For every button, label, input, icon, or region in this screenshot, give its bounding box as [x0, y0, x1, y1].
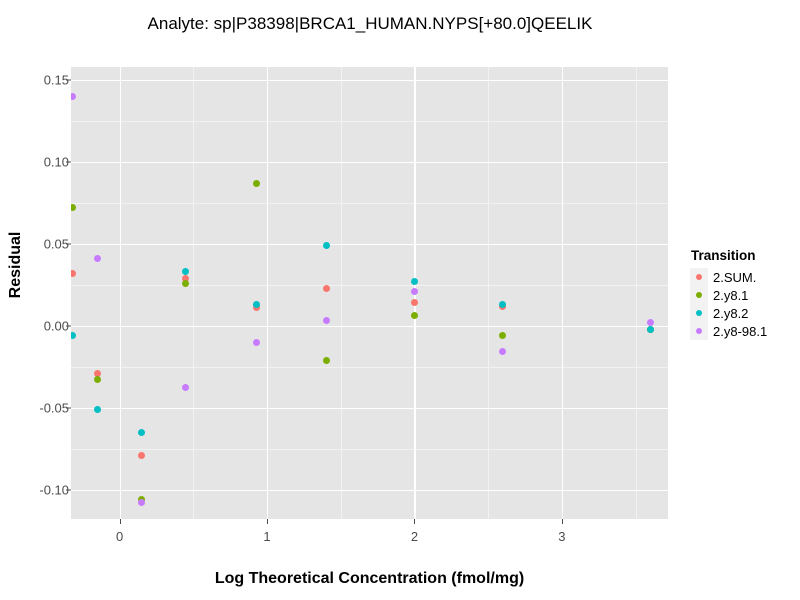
data-point	[138, 428, 146, 436]
y-axis-tick-mark	[66, 489, 71, 491]
data-point	[499, 332, 507, 340]
data-point	[253, 300, 261, 308]
data-point	[410, 312, 418, 320]
y-axis-tick-label: -0.05	[39, 400, 69, 416]
data-point	[646, 318, 654, 326]
legend-item-2-y8-2[interactable]: 2.y8.2	[690, 304, 798, 322]
data-point	[322, 356, 330, 364]
gridline-major-horizontal	[71, 489, 668, 491]
gridline-major-horizontal	[71, 80, 668, 82]
legend-key-swatch	[690, 322, 708, 340]
plot-panel	[71, 67, 668, 519]
gridline-major-vertical	[119, 67, 122, 519]
y-axis-tick-label: 0.10	[43, 154, 69, 170]
data-point	[182, 384, 190, 392]
gridline-major-horizontal	[71, 161, 668, 164]
data-point	[71, 269, 76, 277]
legend: Transition 2.SUM. 2.y8.1 2.y8.2 2.y8-98.1	[690, 248, 798, 340]
data-point	[322, 284, 330, 292]
x-axis-tick-label: 0	[116, 529, 124, 544]
data-point	[138, 451, 146, 459]
y-axis-tick-label: 0.05	[43, 236, 69, 252]
gridline-minor-horizontal	[71, 366, 668, 368]
data-point	[410, 299, 418, 307]
y-axis-tick-mark	[66, 325, 71, 327]
data-point	[94, 405, 102, 413]
gridline-minor-horizontal	[71, 284, 668, 286]
legend-dot-icon	[696, 274, 702, 280]
gridline-minor-vertical	[635, 67, 637, 519]
legend-items: 2.SUM. 2.y8.1 2.y8.2 2.y8-98.1	[690, 268, 798, 340]
y-axis-tick-mark	[66, 243, 71, 245]
gridline-major-vertical	[267, 67, 269, 519]
y-axis-tick-mark	[66, 79, 71, 81]
data-point	[94, 255, 102, 263]
y-axis-tick-label: 0.00	[43, 318, 69, 334]
x-axis-tick-mark	[561, 519, 563, 524]
legend-item-2-y8-98-1[interactable]: 2.y8-98.1	[690, 322, 798, 340]
y-axis-tick-marks	[66, 67, 71, 519]
y-axis-tick-mark	[66, 407, 71, 409]
x-axis-tick-label: 1	[263, 529, 271, 544]
gridline-minor-horizontal	[71, 121, 668, 123]
gridline-major-horizontal	[71, 325, 668, 328]
data-point	[499, 300, 507, 308]
data-point	[182, 279, 190, 287]
data-point	[71, 92, 76, 100]
legend-dot-icon	[696, 328, 702, 334]
legend-item-label: 2.y8.2	[713, 305, 749, 321]
page-title: Analyte: sp|P38398|BRCA1_HUMAN.NYPS[+80.…	[147, 14, 593, 33]
legend-dot-icon	[696, 310, 702, 316]
data-point	[71, 332, 76, 340]
data-point	[71, 204, 76, 212]
y-axis-tick-label: 0.15	[43, 72, 69, 88]
data-point	[253, 179, 261, 187]
gridline-minor-vertical	[488, 67, 490, 519]
legend-key-swatch	[690, 286, 708, 304]
y-axis-tick-mark	[66, 161, 71, 163]
x-axis-tick-mark	[267, 519, 269, 524]
x-axis-tick-label: 2	[410, 529, 419, 544]
data-point	[410, 287, 418, 295]
data-point	[182, 268, 190, 276]
gridline-minor-vertical	[193, 67, 195, 519]
x-axis-tick-mark	[414, 519, 416, 524]
legend-item-label: 2.y8.1	[713, 287, 749, 303]
y-axis-tick-labels: -0.10 -0.05 0.00 0.05 0.10 0.15	[3, 67, 69, 519]
gridline-major-vertical	[561, 67, 564, 519]
gridline-major-horizontal	[71, 407, 668, 410]
data-point	[94, 369, 102, 377]
x-axis-ticks: 0 1 2 3	[71, 519, 668, 549]
legend-key-swatch	[690, 268, 708, 286]
legend-title: Transition	[691, 248, 756, 263]
data-point	[646, 325, 654, 333]
data-point	[94, 376, 102, 384]
y-axis-tick-label: -0.10	[39, 482, 69, 498]
gridline-minor-horizontal	[71, 202, 668, 204]
data-point	[182, 274, 190, 282]
legend-item-label: 2.SUM.	[713, 269, 757, 285]
legend-item-2-y8-1[interactable]: 2.y8.1	[690, 286, 798, 304]
data-point	[499, 348, 507, 356]
data-point	[322, 317, 330, 325]
legend-item-2-sum-[interactable]: 2.SUM.	[690, 268, 798, 286]
data-point	[253, 338, 261, 346]
legend-item-label: 2.y8-98.1	[713, 323, 768, 339]
gridline-major-horizontal	[71, 243, 668, 246]
data-point	[138, 499, 146, 507]
data-point	[410, 278, 418, 286]
gridline-minor-vertical	[340, 67, 342, 519]
gridline-minor-horizontal	[71, 448, 668, 450]
legend-key-swatch	[690, 304, 708, 322]
x-axis-title: Log Theoretical Concentration (fmol/mg)	[214, 570, 525, 587]
x-axis-tick-mark	[119, 519, 121, 524]
x-axis-tick-label: 3	[558, 529, 566, 544]
legend-dot-icon	[696, 292, 702, 298]
data-point	[322, 242, 330, 249]
